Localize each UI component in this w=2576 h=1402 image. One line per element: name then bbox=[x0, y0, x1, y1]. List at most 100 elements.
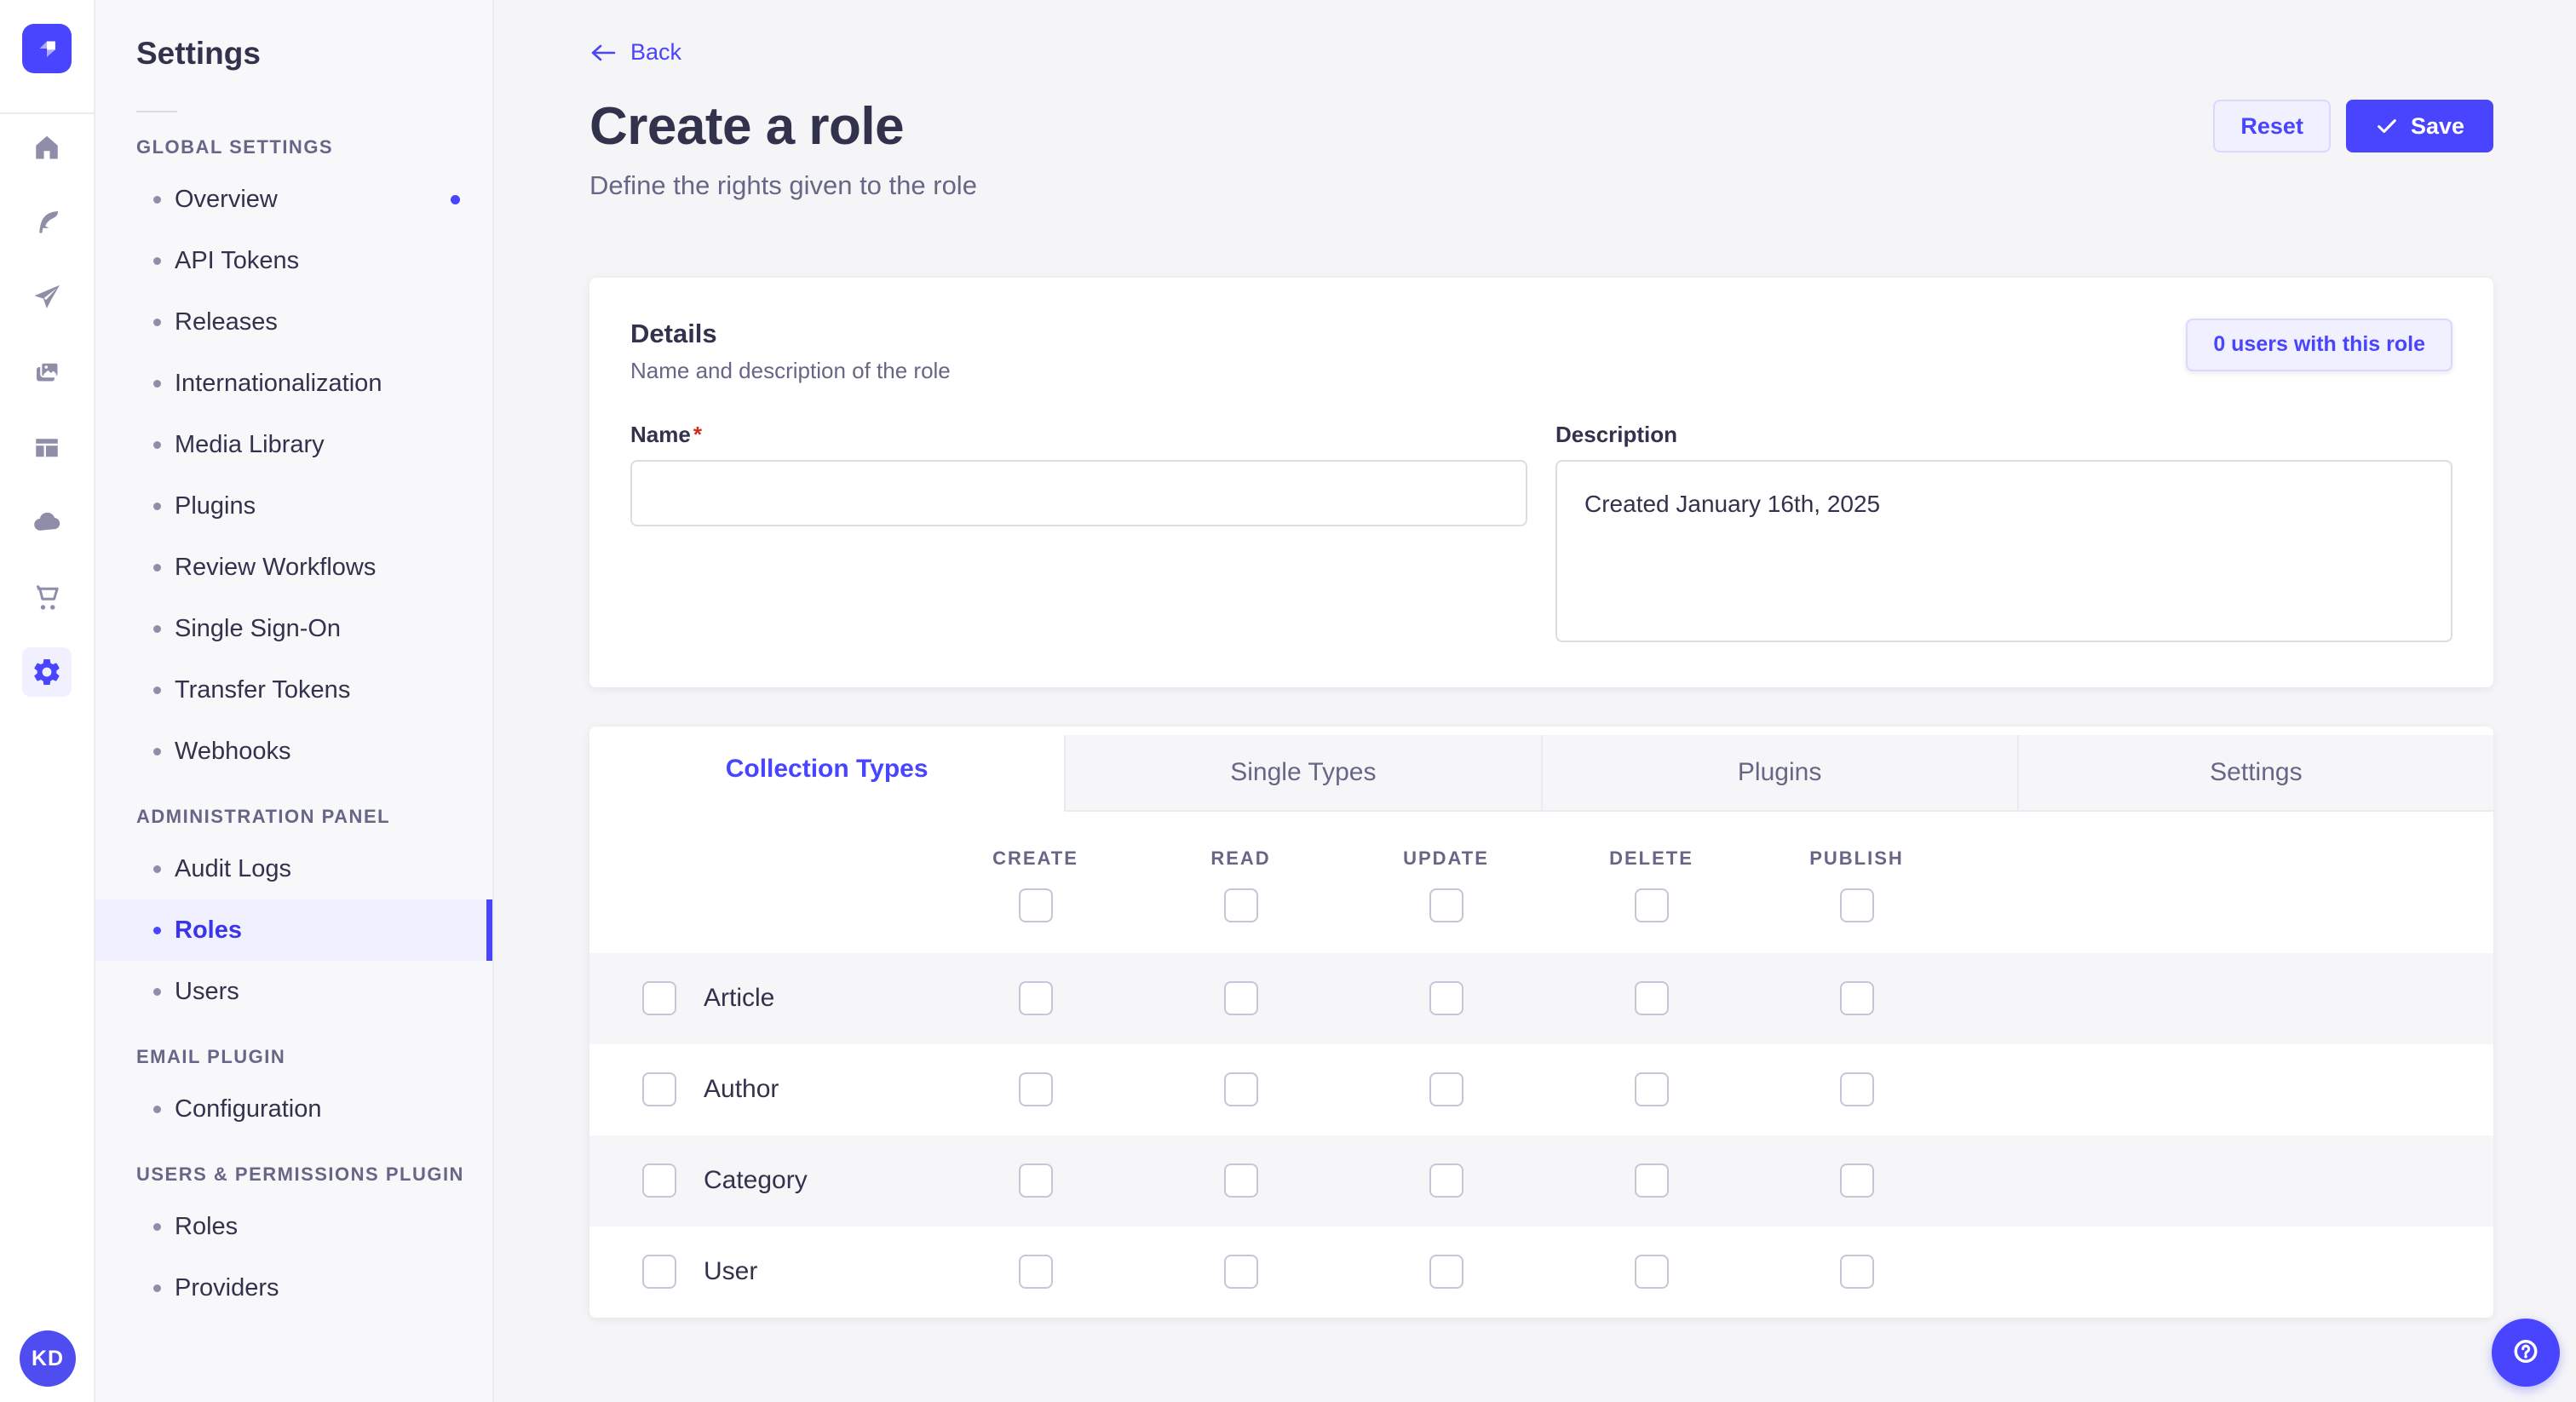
author-publish-checkbox[interactable] bbox=[1839, 1072, 1874, 1106]
article-create-checkbox[interactable] bbox=[1018, 981, 1053, 1015]
permission-cell bbox=[1549, 1255, 1754, 1289]
row-name-cell: Category bbox=[589, 1164, 933, 1198]
tab-single-types[interactable]: Single Types bbox=[1064, 734, 1541, 812]
save-label: Save bbox=[2410, 112, 2464, 139]
permission-cell bbox=[1343, 981, 1549, 1015]
subnav-item-internationalization[interactable]: Internationalization bbox=[95, 353, 492, 414]
subnav-item-providers[interactable]: Providers bbox=[95, 1257, 492, 1319]
article-publish-checkbox[interactable] bbox=[1839, 981, 1874, 1015]
read-select-all-checkbox[interactable] bbox=[1223, 888, 1258, 922]
user-read-checkbox[interactable] bbox=[1223, 1255, 1258, 1289]
author-read-checkbox[interactable] bbox=[1223, 1072, 1258, 1106]
subnav-item-audit-logs[interactable]: Audit Logs bbox=[95, 838, 492, 899]
header-actions: Reset Save bbox=[2213, 100, 2493, 152]
permission-cell bbox=[1138, 981, 1343, 1015]
category-publish-checkbox[interactable] bbox=[1839, 1164, 1874, 1198]
rail-item-gear[interactable] bbox=[22, 647, 72, 697]
subnav-item-api-tokens[interactable]: API Tokens bbox=[95, 230, 492, 291]
user-row-checkbox[interactable] bbox=[642, 1255, 676, 1289]
subnav-item-roles[interactable]: Roles bbox=[95, 899, 492, 961]
tab-plugins[interactable]: Plugins bbox=[1540, 734, 2017, 812]
bullet-icon bbox=[153, 1284, 161, 1292]
permission-cell bbox=[933, 981, 1138, 1015]
users-with-role-button[interactable]: 0 users with this role bbox=[2186, 318, 2452, 371]
help-button[interactable] bbox=[2492, 1319, 2560, 1387]
bullet-icon bbox=[153, 440, 161, 449]
name-input[interactable] bbox=[630, 459, 1527, 526]
subnav-item-label: Internationalization bbox=[175, 369, 382, 397]
subnav-item-media-library[interactable]: Media Library bbox=[95, 414, 492, 475]
name-label: Name * bbox=[630, 422, 702, 447]
permission-cell bbox=[1754, 1255, 1959, 1289]
reset-button[interactable]: Reset bbox=[2213, 100, 2331, 152]
article-row-checkbox[interactable] bbox=[642, 981, 676, 1015]
bullet-icon bbox=[153, 563, 161, 572]
subnav-item-single-sign-on[interactable]: Single Sign-On bbox=[95, 598, 492, 659]
bullet-icon bbox=[153, 926, 161, 934]
delete-select-all-checkbox[interactable] bbox=[1634, 888, 1669, 922]
category-delete-checkbox[interactable] bbox=[1634, 1164, 1669, 1198]
bullet-icon bbox=[153, 1105, 161, 1113]
author-create-checkbox[interactable] bbox=[1018, 1072, 1053, 1106]
subnav-section-label-global-settings: GLOBAL SETTINGS bbox=[136, 136, 334, 158]
subnav-item-label: Configuration bbox=[175, 1095, 322, 1123]
subnav-item-webhooks[interactable]: Webhooks bbox=[95, 721, 492, 782]
permission-cell bbox=[1343, 1255, 1549, 1289]
article-read-checkbox[interactable] bbox=[1223, 981, 1258, 1015]
strapi-logo[interactable] bbox=[22, 24, 72, 73]
author-update-checkbox[interactable] bbox=[1429, 1072, 1463, 1106]
subnav-item-plugins[interactable]: Plugins bbox=[95, 475, 492, 537]
tab-settings[interactable]: Settings bbox=[2016, 734, 2493, 812]
permission-column-publish: PUBLISH bbox=[1754, 848, 1959, 922]
user-update-checkbox[interactable] bbox=[1429, 1255, 1463, 1289]
subnav-item-overview[interactable]: Overview bbox=[95, 169, 492, 230]
subnav-item-transfer-tokens[interactable]: Transfer Tokens bbox=[95, 659, 492, 721]
permission-cell bbox=[933, 1072, 1138, 1106]
main-content: Back Create a role Reset Save Define the… bbox=[494, 0, 2576, 1402]
avatar[interactable]: KD bbox=[20, 1330, 76, 1387]
permissions-column-headers: CREATE READ UPDATE DELETE PUBLISH bbox=[589, 811, 2493, 953]
subnav-title: Settings bbox=[136, 36, 261, 71]
rail-item-media-pictures[interactable] bbox=[22, 348, 72, 397]
user-create-checkbox[interactable] bbox=[1018, 1255, 1053, 1289]
details-title: Details bbox=[630, 318, 717, 348]
user-publish-checkbox[interactable] bbox=[1839, 1255, 1874, 1289]
description-textarea[interactable]: Created January 16th, 2025 bbox=[1555, 459, 2452, 642]
category-update-checkbox[interactable] bbox=[1429, 1164, 1463, 1198]
category-create-checkbox[interactable] bbox=[1018, 1164, 1053, 1198]
back-label: Back bbox=[630, 39, 682, 65]
cart-icon bbox=[37, 585, 59, 610]
subnav-item-review-workflows[interactable]: Review Workflows bbox=[95, 537, 492, 598]
subnav-item-releases[interactable]: Releases bbox=[95, 291, 492, 353]
rail-item-paper-plane[interactable] bbox=[22, 273, 72, 322]
bullet-icon bbox=[153, 318, 161, 326]
author-delete-checkbox[interactable] bbox=[1634, 1072, 1669, 1106]
author-row-checkbox[interactable] bbox=[642, 1072, 676, 1106]
rail-item-cloud[interactable] bbox=[22, 497, 72, 547]
category-row-checkbox[interactable] bbox=[642, 1164, 676, 1198]
subnav-item-label: Roles bbox=[175, 1212, 239, 1240]
article-update-checkbox[interactable] bbox=[1429, 981, 1463, 1015]
article-delete-checkbox[interactable] bbox=[1634, 981, 1669, 1015]
rail-item-home[interactable] bbox=[22, 123, 72, 172]
subnav-item-configuration[interactable]: Configuration bbox=[95, 1078, 492, 1140]
tab-collection-types[interactable]: Collection Types bbox=[589, 726, 1065, 812]
back-link[interactable]: Back bbox=[589, 39, 681, 66]
create-select-all-checkbox[interactable] bbox=[1018, 888, 1053, 922]
subnav-item-label: Transfer Tokens bbox=[175, 675, 351, 704]
category-read-checkbox[interactable] bbox=[1223, 1164, 1258, 1198]
subnav-item-users[interactable]: Users bbox=[95, 961, 492, 1022]
rail-item-layout[interactable] bbox=[22, 422, 72, 472]
user-delete-checkbox[interactable] bbox=[1634, 1255, 1669, 1289]
permission-cell bbox=[1754, 1072, 1959, 1106]
subnav-item-label: Audit Logs bbox=[175, 854, 292, 882]
bullet-icon bbox=[153, 1222, 161, 1231]
rail-item-feather[interactable] bbox=[22, 198, 72, 247]
save-button[interactable]: Save bbox=[2345, 100, 2493, 152]
rail-item-cart[interactable] bbox=[22, 572, 72, 622]
update-select-all-checkbox[interactable] bbox=[1429, 888, 1463, 922]
subnav-item-label: Roles bbox=[175, 916, 242, 944]
publish-select-all-checkbox[interactable] bbox=[1839, 888, 1874, 922]
name-field-group: Name * bbox=[630, 422, 1527, 646]
subnav-item-roles[interactable]: Roles bbox=[95, 1196, 492, 1257]
